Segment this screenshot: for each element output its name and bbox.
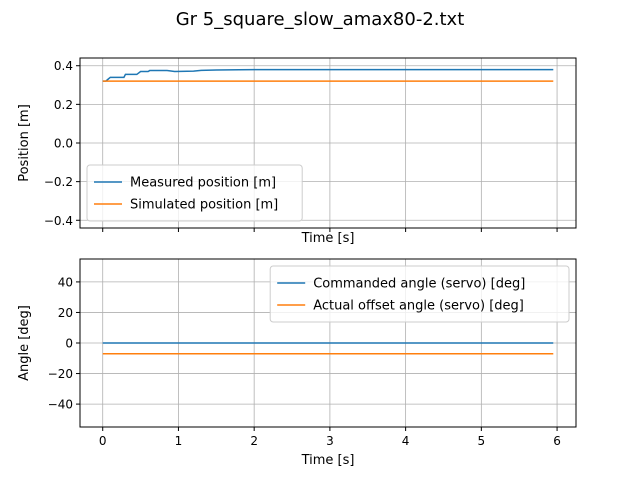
- y-tick-label: −0.2: [44, 175, 73, 189]
- x-tick-label: 0: [99, 434, 107, 448]
- legend-label: Simulated position [m]: [130, 198, 278, 213]
- legend-label: Measured position [m]: [130, 176, 276, 191]
- x-tick-label: 3: [326, 434, 334, 448]
- series-line: [102, 68, 554, 82]
- y-tick-label: 0.2: [54, 98, 73, 112]
- x-tick-label: 5: [478, 434, 486, 448]
- angle-subplot: 0 1 2 3 4 5 6 −40 −20 0 20 40 Time [s] Angle [deg] Com…: [17, 258, 577, 468]
- y-tick-label: −40: [48, 398, 73, 412]
- y-tick-label: 40: [58, 275, 73, 289]
- y-tick-label: 0: [65, 337, 73, 351]
- x-axis-label: Time [s]: [301, 231, 355, 246]
- legend-frame: [269, 265, 570, 323]
- y-tick-label: −0.4: [44, 214, 73, 228]
- y-tick-label: 0.0: [54, 137, 73, 151]
- y-axis-label: Position [m]: [17, 104, 32, 182]
- x-axis-label: Time [s]: [301, 453, 355, 468]
- position-subplot: −0.4 −0.2 0.0 0.2 0.4 Time [s] Position [m] Mea…: [17, 57, 577, 246]
- legend-frame: [86, 164, 303, 222]
- y-axis-label: Angle [deg]: [17, 305, 32, 381]
- x-tick-label: 6: [553, 434, 561, 448]
- y-tick-label: −20: [48, 367, 73, 381]
- x-tick-label: 4: [402, 434, 410, 448]
- x-tick-label: 2: [250, 434, 258, 448]
- legend-label: Actual offset angle (servo) [deg]: [313, 299, 524, 314]
- y-tick-label: 0.4: [54, 59, 73, 73]
- y-tick-label: 20: [58, 306, 73, 320]
- legend-label: Commanded angle (servo) [deg]: [313, 277, 525, 292]
- legend: Commanded angle (servo) [deg] Actual offs…: [269, 265, 570, 323]
- x-tick-label: 1: [175, 434, 183, 448]
- legend: Measured position [m] Simulated position …: [86, 164, 303, 222]
- figure-title: Gr 5_square_slow_amax80-2.txt: [176, 9, 465, 30]
